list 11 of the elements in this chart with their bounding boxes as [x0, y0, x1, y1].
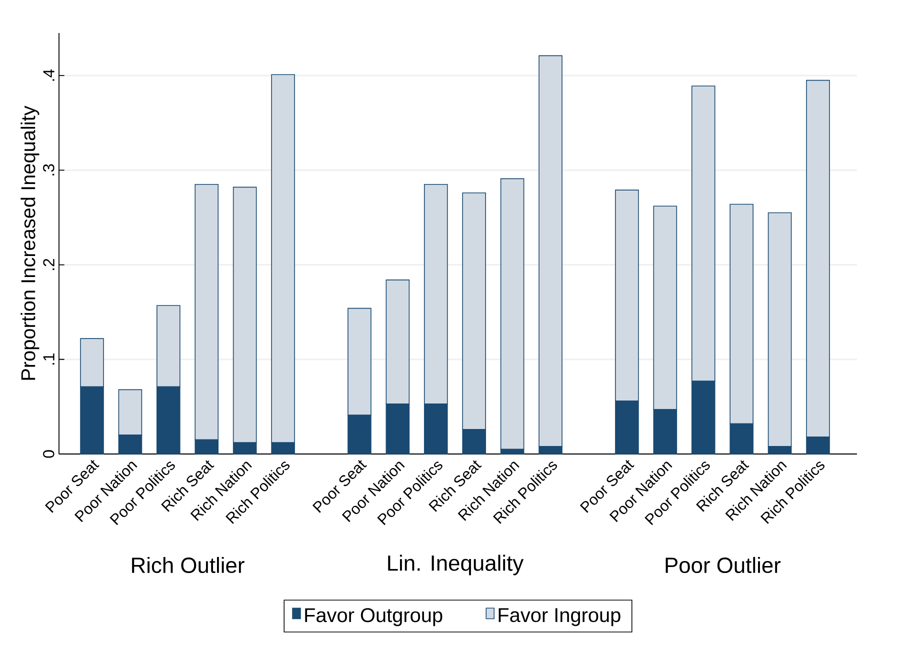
y-tick-label: .2 [43, 258, 54, 270]
text: Poor Outlier [666, 556, 781, 574]
legend-label: Favor Ingroup [498, 608, 620, 626]
y-tick-label: .1 [43, 354, 54, 365]
y-tick-label: .4 [43, 69, 54, 81]
y-axis-title: Proportion Increased Inequality [20, 106, 40, 380]
legend-label: Favor Outgroup [305, 608, 442, 626]
text: Lin. Inequality [388, 554, 524, 576]
text: Rich Outlier [132, 556, 244, 574]
y-tick-label: 0 [43, 450, 54, 458]
y-tick-label: .3 [43, 164, 54, 176]
